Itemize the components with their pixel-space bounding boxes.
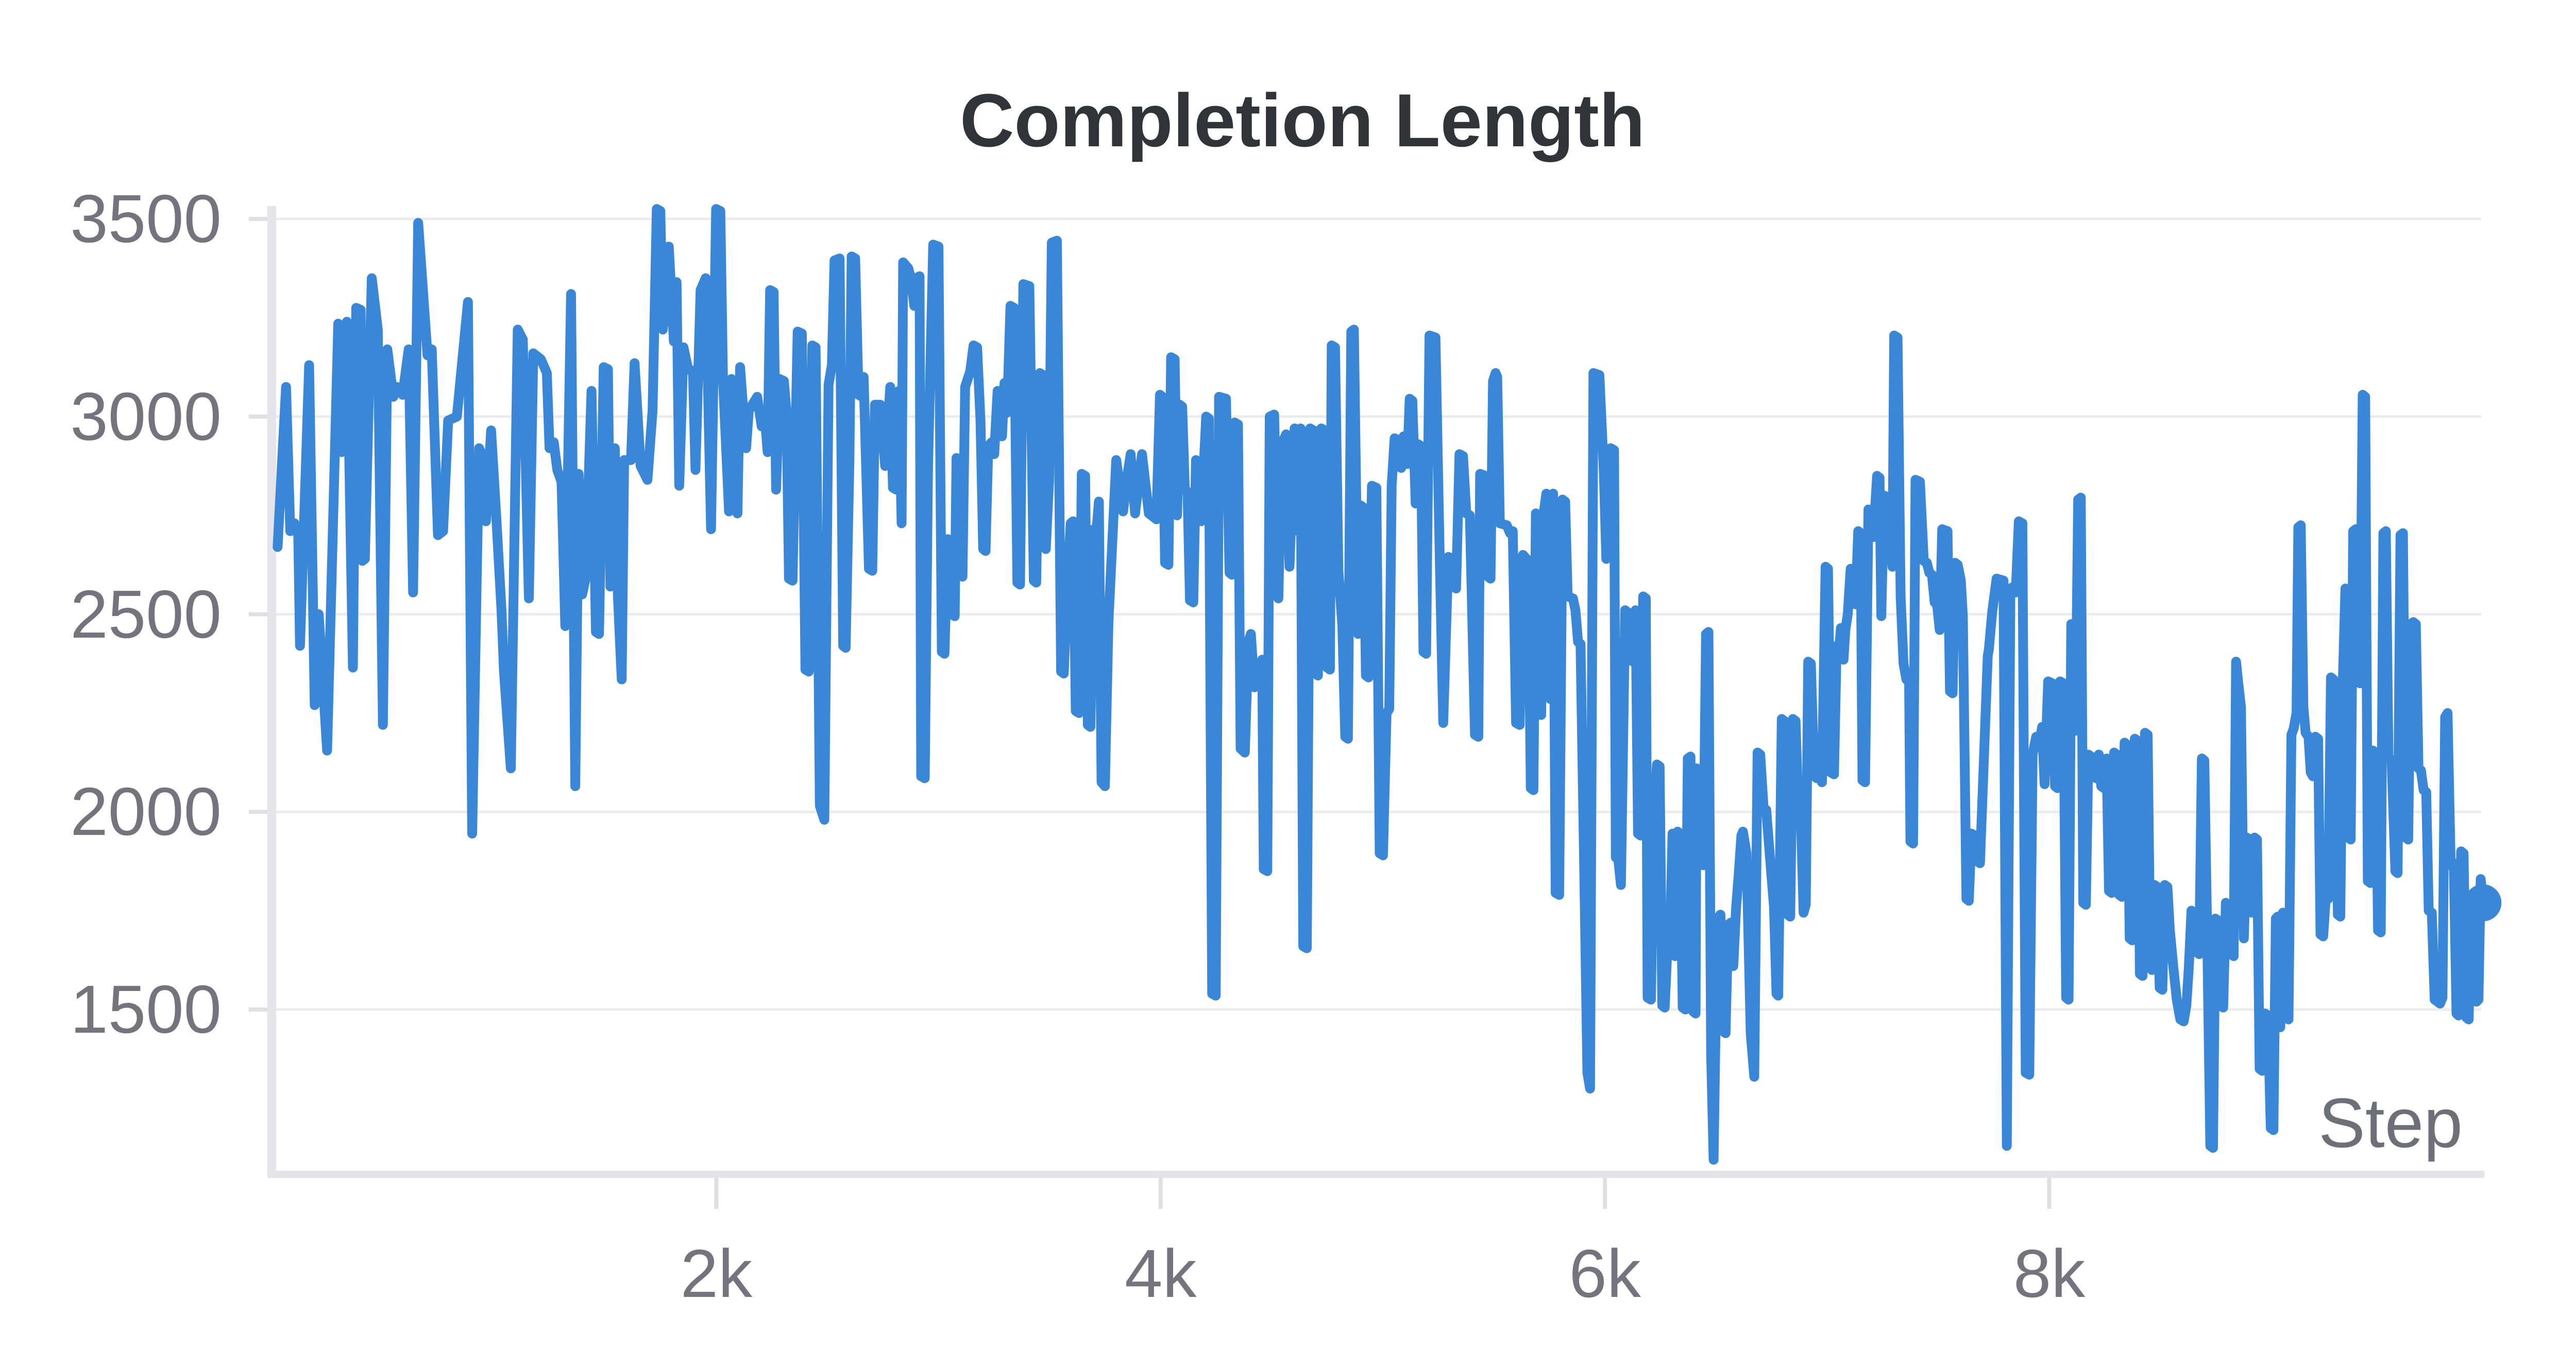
x-tick-label: 6k [1569,1236,1641,1311]
series-end-dot-marker [2464,884,2502,921]
x-axis-bar [267,1171,2484,1178]
x-tick-label: 8k [2013,1236,2086,1311]
y-axis-bar [267,206,276,1176]
y-axis-labels: 3500 3000 2500 2000 1500 [0,0,222,1368]
x-axis-title: Step [2318,1084,2463,1162]
y-tick-label: 3500 [70,181,222,256]
y-tick-label: 1500 [70,971,222,1047]
x-tick-label: 4k [1125,1236,1197,1311]
chart-title: Completion Length [959,78,1646,162]
tick-marks [249,217,2052,1209]
series-line [273,204,2488,1165]
x-tick-label: 2k [680,1236,753,1311]
y-tick-label: 2500 [70,576,222,652]
y-tick-label: 2000 [70,774,222,850]
y-tick-label: 3000 [70,378,222,454]
